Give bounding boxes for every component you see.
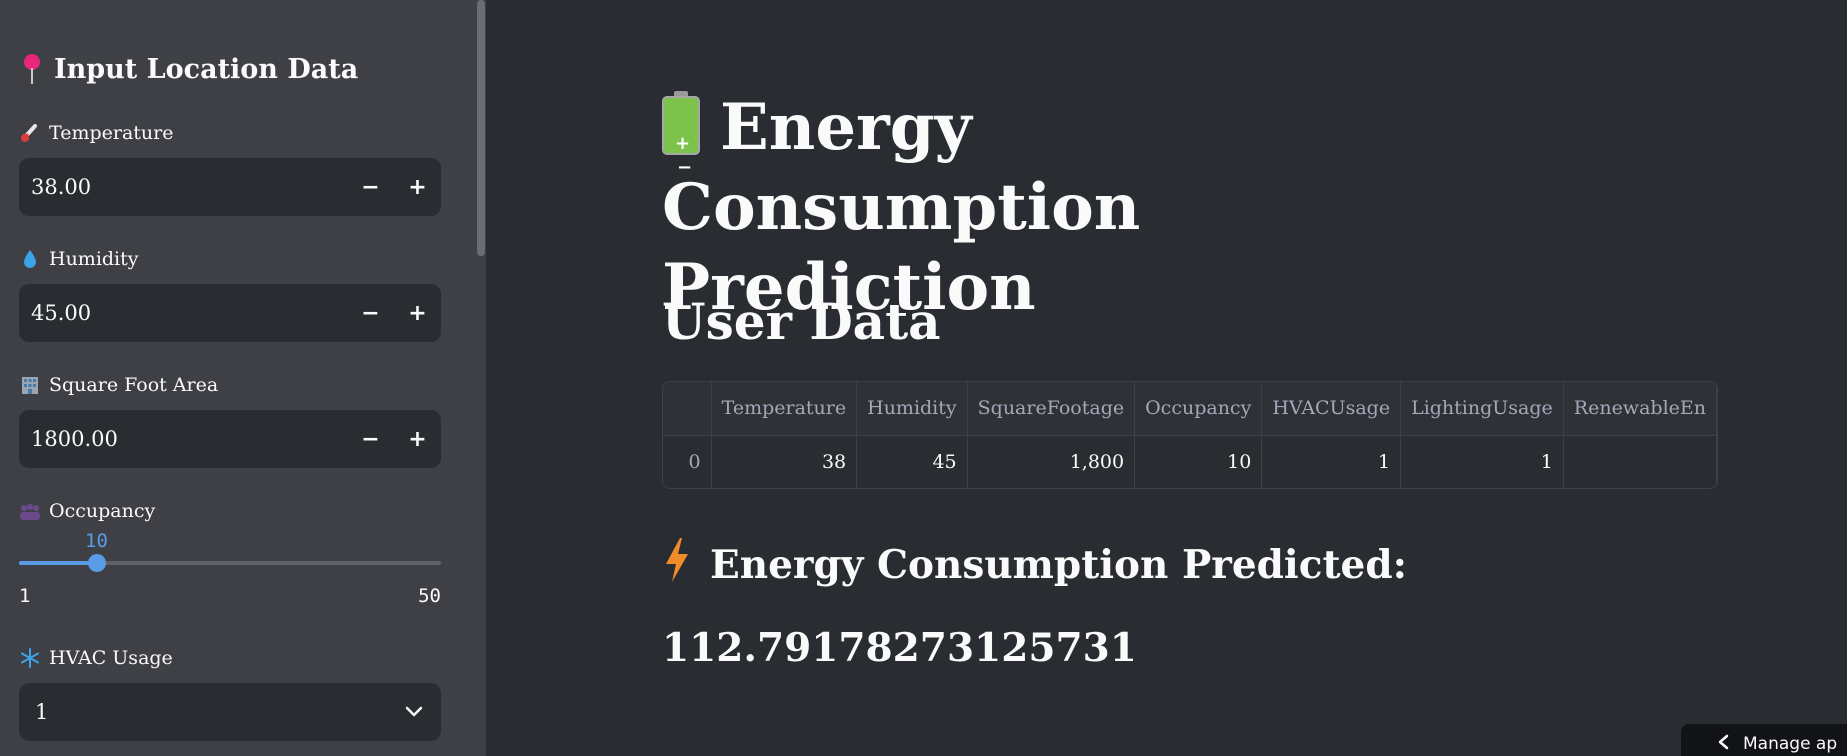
column-header[interactable]: HVACUsage (1261, 382, 1402, 436)
sidebar-header: Input Location Data (22, 52, 358, 86)
slider-fill (19, 561, 97, 565)
humidity-label: Humidity (49, 248, 139, 270)
humidity-field: Humidity 45.00 − + (19, 246, 441, 342)
temperature-value[interactable]: 38.00 (31, 175, 92, 199)
office-building-icon (19, 374, 41, 396)
humidity-input[interactable]: 45.00 − + (19, 284, 441, 342)
thermometer-icon (19, 122, 41, 144)
temperature-field: Temperature 38.00 − + (19, 120, 441, 216)
square-foot-input[interactable]: 1800.00 − + (19, 410, 441, 468)
column-header[interactable]: Humidity (856, 382, 968, 436)
prediction-value: 112.79178273125731 (662, 625, 1137, 671)
square-foot-field: Square Foot Area 1800.00 − + (19, 372, 441, 468)
battery-icon: + − (662, 91, 700, 178)
column-header[interactable] (663, 382, 712, 436)
round-pushpin-icon (22, 52, 42, 86)
slider-max-label: 50 (418, 585, 441, 607)
column-header[interactable]: Temperature (711, 382, 858, 436)
main-content: + − Energy Consumption Prediction User Dat… (486, 0, 1847, 756)
occupancy-slider[interactable]: 10 1 50 (19, 530, 441, 610)
chevron-left-icon (1717, 734, 1729, 755)
slider-min-label: 1 (19, 585, 31, 607)
prediction-heading-text: Energy Consumption Predicted: (710, 542, 1407, 588)
sidebar-title: Input Location Data (54, 53, 359, 85)
prediction-heading: Energy Consumption Predicted: (662, 538, 1407, 592)
slider-track[interactable] (19, 561, 441, 565)
column-header[interactable]: RenewableEn (1563, 382, 1717, 436)
humidity-increment-button[interactable]: + (408, 300, 427, 326)
chevron-down-icon[interactable] (405, 703, 423, 722)
square-foot-value[interactable]: 1800.00 (31, 427, 118, 451)
occupancy-field: Occupancy (19, 498, 441, 524)
manage-app-button[interactable]: Manage ap (1681, 724, 1847, 756)
hvac-selected-value: 1 (35, 700, 49, 724)
square-foot-increment-button[interactable]: + (408, 426, 427, 452)
column-header[interactable]: SquareFootage (967, 382, 1136, 436)
occupancy-label: Occupancy (49, 500, 156, 522)
snowflake-icon (19, 647, 41, 669)
table-row: 0 38 45 1,800 10 1 1 (663, 435, 1717, 488)
droplet-icon (19, 248, 41, 270)
sidebar-scrollbar[interactable] (475, 0, 486, 756)
table-cell[interactable]: 0 (663, 435, 712, 488)
square-foot-label: Square Foot Area (49, 374, 219, 396)
column-header[interactable]: LightingUsage (1400, 382, 1564, 436)
temperature-increment-button[interactable]: + (408, 174, 427, 200)
page-title-text: Energy Consumption Prediction (662, 90, 1141, 325)
occupancy-current-value: 10 (85, 530, 108, 552)
table-cell[interactable] (1563, 435, 1717, 488)
hvac-field: HVAC Usage 1 (19, 645, 441, 741)
sidebar: Input Location Data Temperature 38.00 − … (0, 0, 486, 756)
temperature-decrement-button[interactable]: − (361, 174, 380, 200)
square-foot-decrement-button[interactable]: − (361, 426, 380, 452)
crowd-icon (19, 500, 41, 522)
slider-thumb[interactable] (88, 554, 106, 572)
table-cell[interactable]: 45 (856, 435, 968, 488)
hvac-select[interactable]: 1 (19, 683, 441, 741)
user-data-heading: User Data (662, 292, 941, 351)
page-title: + − Energy Consumption Prediction (662, 88, 1422, 328)
lightning-icon (662, 538, 692, 592)
manage-app-label: Manage ap (1743, 734, 1838, 754)
table-cell[interactable]: 38 (711, 435, 858, 488)
hvac-label: HVAC Usage (49, 647, 173, 669)
humidity-decrement-button[interactable]: − (361, 300, 380, 326)
table-cell[interactable]: 1,800 (967, 435, 1136, 488)
humidity-value[interactable]: 45.00 (31, 301, 92, 325)
temperature-input[interactable]: 38.00 − + (19, 158, 441, 216)
table-cell[interactable]: 10 (1134, 435, 1263, 488)
column-header[interactable]: Occupancy (1134, 382, 1263, 436)
table-header-row: Temperature Humidity SquareFootage Occup… (663, 382, 1717, 436)
table-cell[interactable]: 1 (1400, 435, 1564, 488)
user-data-table[interactable]: Temperature Humidity SquareFootage Occup… (662, 381, 1718, 489)
sidebar-scrollbar-thumb[interactable] (477, 0, 485, 256)
table-cell[interactable]: 1 (1261, 435, 1402, 488)
temperature-label: Temperature (49, 122, 174, 144)
